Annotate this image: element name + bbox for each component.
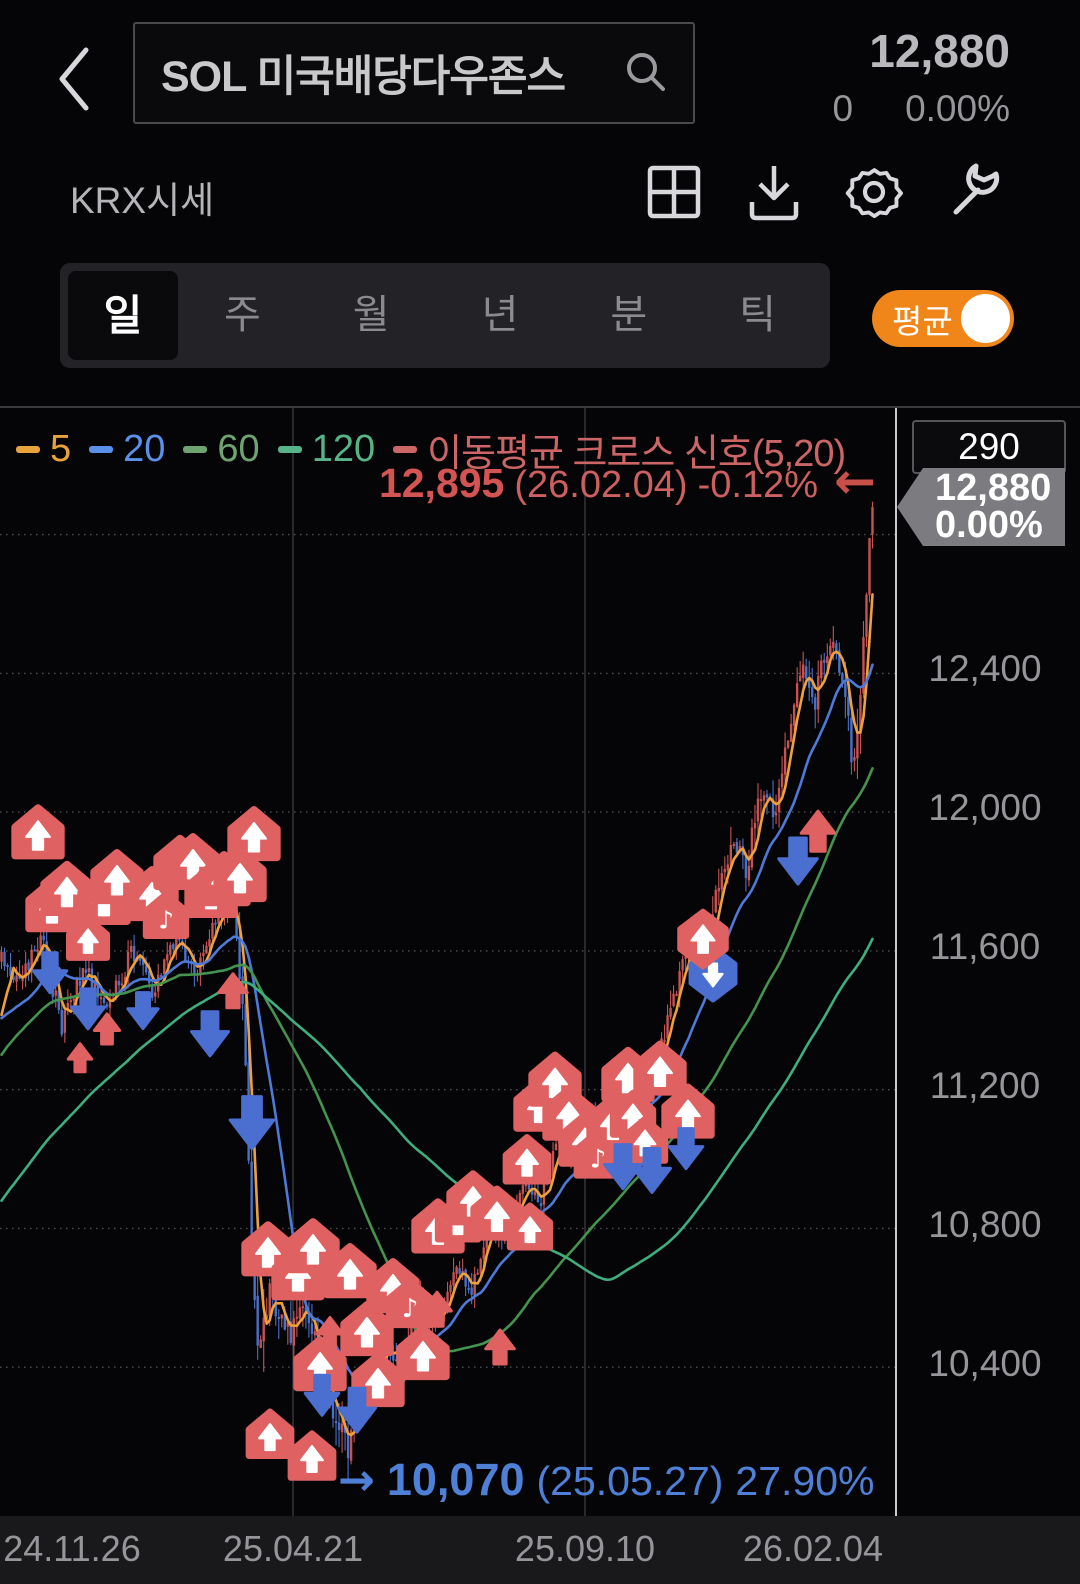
ma120-dash (277, 446, 302, 453)
svg-text:♪: ♪ (158, 906, 174, 935)
candle-count-badge: 290 (912, 420, 1066, 474)
x-tick-1: 25.04.21 (222, 1528, 364, 1569)
ma-legend: 5 20 60 120 이동평균 크로스 신호(5,20) (16, 422, 846, 477)
y-tick-12000: 12,000 (928, 787, 1042, 828)
high-value: 12,895 (378, 460, 505, 506)
symbol-name: SOL 미국배당다우존스 (161, 53, 566, 101)
y-tick-10800: 10,800 (928, 1204, 1042, 1245)
high-pct: -0.12% (697, 464, 818, 506)
ma120-label: 120 (311, 428, 376, 470)
current-price-block: 12,880 0 0.00% (833, 24, 1011, 130)
cross-signal-dash (393, 446, 418, 453)
market-source-label: KRX시세 (70, 180, 215, 221)
high-price-annotation: 12,895 (26.02.04) -0.12% (379, 460, 818, 507)
layout-grid-button[interactable] (644, 160, 704, 224)
search-icon[interactable] (623, 49, 667, 98)
high-date: (26.02.04) (514, 464, 688, 506)
cross-signal-label: 이동평균 크로스 신호(5,20) (427, 433, 846, 475)
ma60-dash (183, 446, 208, 453)
average-toggle-label: 평균 (892, 302, 953, 340)
settings-button[interactable] (844, 160, 904, 224)
y-tick-11600: 11,600 (929, 926, 1041, 967)
tab-tick[interactable]: 틱 (739, 293, 776, 337)
period-tab-bar: 일 주 월 년 분 틱 (60, 263, 830, 368)
tab-month[interactable]: 월 (352, 293, 390, 337)
tab-day[interactable]: 일 (68, 271, 178, 360)
low-arrow-icon: → (338, 1455, 375, 1506)
x-tick-0: 24.11.26 (3, 1528, 141, 1569)
flag-price: 12,880 (935, 467, 1052, 509)
high-arrow-icon: ← (834, 452, 876, 510)
current-price: 12,880 (869, 25, 1010, 77)
svg-text:♪: ♪ (590, 1145, 607, 1175)
average-toggle[interactable]: 평균 (872, 290, 1014, 347)
back-button[interactable] (50, 44, 96, 114)
price-change-pct: 0.00% (905, 88, 1010, 129)
download-button[interactable] (744, 160, 804, 224)
x-tick-2: 25.09.10 (514, 1528, 656, 1569)
tab-week[interactable]: 주 (223, 293, 261, 337)
price-change: 0 (832, 88, 854, 129)
tab-year[interactable]: 년 (481, 293, 519, 337)
candlestick-plot[interactable]: ♪ ♪ ♪ (0, 408, 897, 1516)
ma60-label: 60 (217, 428, 260, 470)
gear-icon (845, 168, 903, 219)
low-date: (25.05.27) (536, 1458, 724, 1504)
low-value: 10,070 (386, 1454, 525, 1505)
ma5-label: 5 (50, 428, 72, 470)
symbol-search-box[interactable]: SOL 미국배당다우존스 (133, 22, 695, 124)
tools-button[interactable] (944, 160, 1004, 224)
chart-top-border (0, 406, 1080, 408)
chart-area[interactable]: ♪ ♪ ♪ 5 20 60 120 이동평균 크로스 신호(5,20) 12,895… (0, 406, 1080, 1584)
flag-pct: 0.00% (935, 504, 1043, 546)
ma20-dash (89, 446, 114, 453)
svg-text:♪: ♪ (402, 1294, 419, 1324)
current-price-flag: 12,880 0.00% (897, 468, 1065, 546)
low-pct: 27.90% (735, 1458, 875, 1504)
ma20-label: 20 (123, 428, 166, 470)
x-tick-3: 26.02.04 (742, 1528, 884, 1569)
grid-icon (647, 165, 701, 219)
chevron-left-icon (59, 47, 89, 111)
low-price-annotation: → 10,070 (25.05.27) 27.90% (338, 1454, 874, 1506)
price-axis-separator (895, 408, 897, 1584)
tab-minute[interactable]: 분 (610, 293, 648, 337)
download-icon (749, 166, 799, 221)
ma5-dash (16, 446, 40, 453)
y-tick-11200: 11,200 (929, 1065, 1041, 1106)
y-tick-10400: 10,400 (928, 1343, 1042, 1384)
y-tick-12400: 12,400 (928, 648, 1042, 689)
date-axis: 24.11.26 25.04.21 25.09.10 26.02.04 (0, 1516, 1080, 1584)
toggle-knob (961, 294, 1010, 343)
wrench-icon (953, 163, 1000, 215)
